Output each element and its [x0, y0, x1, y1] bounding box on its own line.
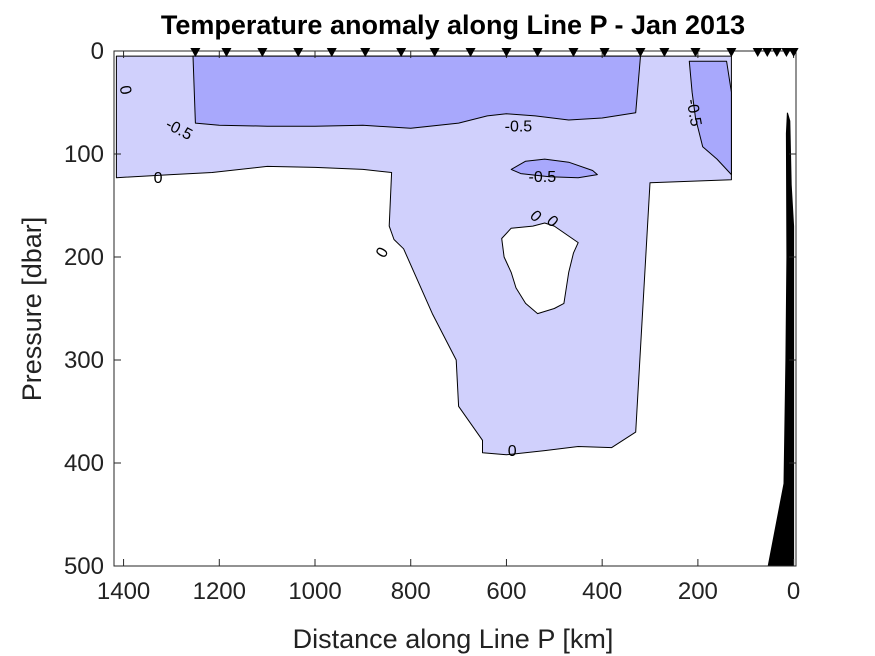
station-marker — [532, 48, 543, 57]
station-marker — [360, 48, 371, 57]
x-tick-label: 1200 — [193, 578, 246, 605]
y-tick-label: 500 — [64, 553, 104, 580]
station-marker — [396, 48, 407, 57]
contour-label: -0.5 — [505, 118, 533, 135]
station-marker — [568, 48, 579, 57]
station-marker — [762, 48, 773, 57]
y-tick-label: 300 — [64, 347, 104, 374]
station-marker — [326, 48, 337, 57]
station-marker — [771, 48, 782, 57]
station-marker — [221, 48, 232, 57]
x-tick-label: 600 — [486, 578, 526, 605]
x-tick-label: 800 — [391, 578, 431, 605]
contour-region-2 — [688, 60, 732, 176]
station-marker — [599, 48, 610, 57]
contour-region-1 — [192, 55, 641, 129]
contour-region-3 — [510, 158, 598, 179]
contour-label: 0 — [508, 443, 517, 460]
x-axis-label: Distance along Line P [km] — [293, 624, 614, 654]
y-tick-label: 400 — [64, 450, 104, 477]
y-axis-label: Pressure [dbar] — [17, 217, 47, 402]
station-marker — [690, 48, 701, 57]
x-tick-label: 1400 — [97, 578, 150, 605]
station-marker — [429, 48, 440, 57]
y-tick-label: 100 — [64, 141, 104, 168]
station-marker — [726, 48, 737, 57]
contour-label: -0.5 — [529, 169, 557, 186]
x-tick-label: 400 — [582, 578, 622, 605]
station-marker — [190, 48, 201, 57]
station-marker — [465, 48, 476, 57]
x-tick-label: 0 — [787, 578, 800, 605]
station-marker — [659, 48, 670, 57]
station-marker — [501, 48, 512, 57]
station-marker — [635, 48, 646, 57]
axes-frame — [113, 50, 797, 567]
chart-title: Temperature anomaly along Line P - Jan 2… — [161, 10, 745, 40]
x-tick-label: 200 — [678, 578, 718, 605]
y-tick-label: 200 — [64, 244, 104, 271]
land-mask — [767, 112, 795, 567]
station-marker — [752, 48, 763, 57]
contour-label: 0 — [116, 84, 134, 96]
contour-label: -0.5 — [683, 98, 705, 128]
contour-region-4 — [501, 222, 579, 315]
station-marker — [788, 48, 799, 57]
station-marker — [781, 48, 792, 57]
station-marker — [257, 48, 268, 57]
contour-label: 0 — [154, 170, 163, 187]
x-tick-label: 1000 — [288, 578, 341, 605]
station-marker — [293, 48, 304, 57]
y-tick-label: 0 — [91, 38, 104, 65]
contour-region-0 — [115, 55, 732, 456]
